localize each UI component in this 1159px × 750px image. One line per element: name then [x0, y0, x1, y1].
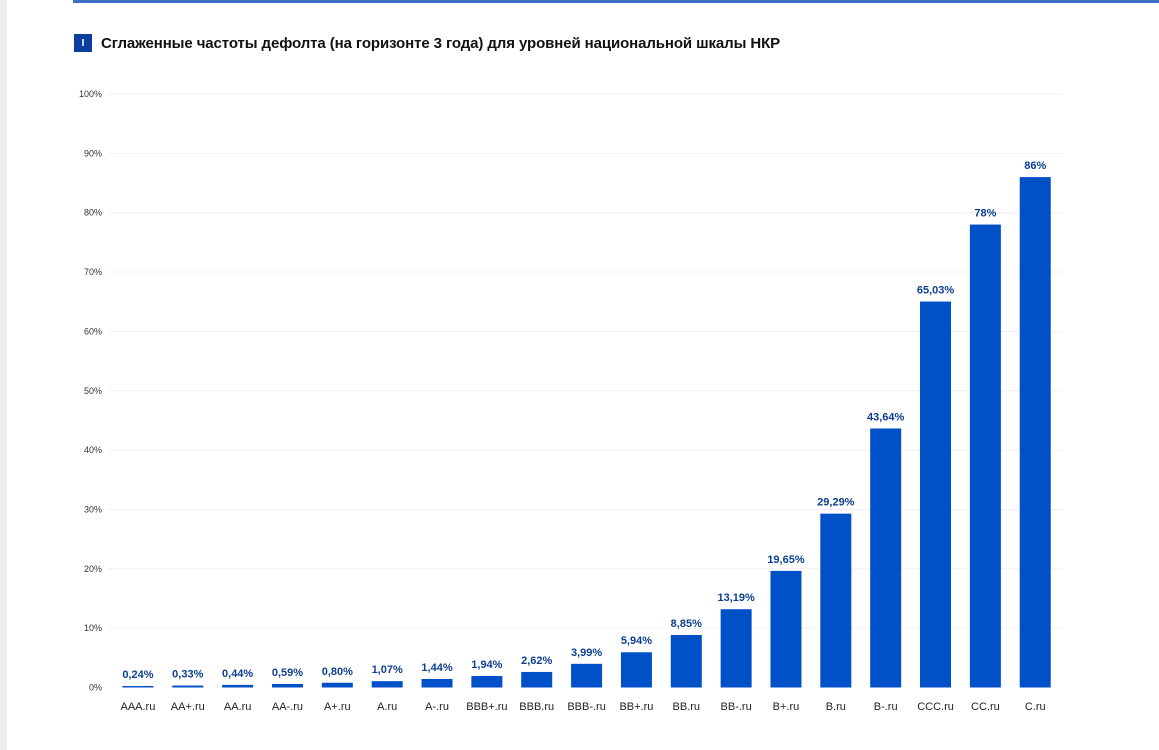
x-tick-label: A.ru: [377, 701, 397, 713]
chart-header: I Сглаженные частоты дефолта (на горизон…: [74, 33, 780, 53]
y-tick-label: 40%: [84, 445, 102, 455]
bar: [471, 675, 503, 688]
x-axis-ticks: AAA.ru AA+.ru AA.ru AA-.ru A+.ru A.ru A-.ru BBB…: [120, 701, 1045, 713]
y-tick-label: 0%: [89, 683, 102, 693]
data-label: 0,59%: [272, 667, 303, 679]
data-label: 1,94%: [471, 659, 502, 671]
bar: [421, 678, 453, 688]
bar: [122, 686, 154, 688]
y-axis-ticks: 0% 10% 20% 30% 40% 50% 60% 70% 80% 90% 100%: [79, 89, 102, 693]
x-tick-label: CCC.ru: [917, 701, 954, 713]
bar: [1019, 177, 1051, 688]
data-label: 8,85%: [671, 618, 702, 630]
data-label: 65,03%: [917, 285, 955, 297]
bar: [571, 663, 603, 688]
y-tick-label: 80%: [84, 208, 102, 218]
data-label: 0,44%: [222, 668, 253, 680]
data-label: 2,62%: [521, 655, 552, 667]
x-tick-label: AA+.ru: [171, 701, 205, 713]
bar: [670, 634, 702, 688]
y-tick-label: 10%: [84, 623, 102, 633]
data-label: 19,65%: [767, 554, 805, 566]
y-tick-label: 30%: [84, 504, 102, 514]
data-label: 3,99%: [571, 647, 602, 659]
left-edge-strip: [0, 0, 7, 750]
top-divider-line: [73, 0, 1159, 3]
bar: [620, 652, 652, 688]
chart-title: Сглаженные частоты дефолта (на горизонте…: [101, 34, 781, 52]
data-labels: 0,24% 0,33% 0,44% 0,59% 0,80% 1,07% 1,44% 1,94%…: [122, 160, 1046, 681]
data-label: 1,44%: [421, 662, 452, 674]
x-tick-label: B+.ru: [773, 701, 800, 713]
x-tick-label: BBB.ru: [519, 701, 554, 713]
data-label: 0,80%: [322, 666, 353, 678]
bar: [969, 224, 1001, 688]
bar: [820, 513, 852, 688]
bar: [870, 428, 902, 688]
y-tick-label: 100%: [79, 89, 102, 99]
x-tick-label: BBB+.ru: [466, 701, 507, 713]
x-tick-label: A+.ru: [324, 701, 351, 713]
x-tick-label: AA.ru: [224, 701, 252, 713]
x-tick-label: BB-.ru: [721, 701, 752, 713]
x-tick-label: CC.ru: [971, 701, 1000, 713]
bar: [720, 609, 752, 688]
bar: [371, 681, 403, 688]
x-tick-label: BBB-.ru: [567, 701, 606, 713]
data-label: 0,33%: [172, 669, 203, 681]
y-tick-label: 50%: [84, 386, 102, 396]
data-label: 5,94%: [621, 635, 652, 647]
bar: [521, 671, 553, 688]
data-label: 43,64%: [867, 411, 905, 423]
gridlines: [108, 93, 1062, 629]
x-tick-label: AAA.ru: [120, 701, 155, 713]
x-tick-label: BB.ru: [673, 701, 701, 713]
data-label: 29,29%: [817, 497, 855, 509]
title-marker-badge: I: [74, 34, 92, 52]
data-label: 0,24%: [122, 669, 153, 681]
data-label: 1,07%: [372, 664, 403, 676]
x-tick-label: B.ru: [826, 701, 846, 713]
bars: [122, 177, 1051, 688]
y-tick-label: 90%: [84, 148, 102, 158]
bar: [770, 570, 802, 688]
data-label: 13,19%: [717, 592, 755, 604]
y-tick-label: 20%: [84, 564, 102, 574]
y-tick-label: 70%: [84, 267, 102, 277]
x-tick-label: BB+.ru: [619, 701, 653, 713]
y-tick-label: 60%: [84, 326, 102, 336]
x-tick-label: AA-.ru: [272, 701, 303, 713]
bar: [271, 683, 303, 688]
bar: [172, 685, 204, 688]
bar: [920, 301, 952, 688]
bar: [321, 682, 353, 688]
data-label: 78%: [974, 208, 996, 220]
x-tick-label: B-.ru: [874, 701, 898, 713]
data-label: 86%: [1024, 160, 1046, 172]
bar: [222, 684, 254, 688]
x-tick-label: A-.ru: [425, 701, 449, 713]
x-tick-label: C.ru: [1025, 701, 1046, 713]
